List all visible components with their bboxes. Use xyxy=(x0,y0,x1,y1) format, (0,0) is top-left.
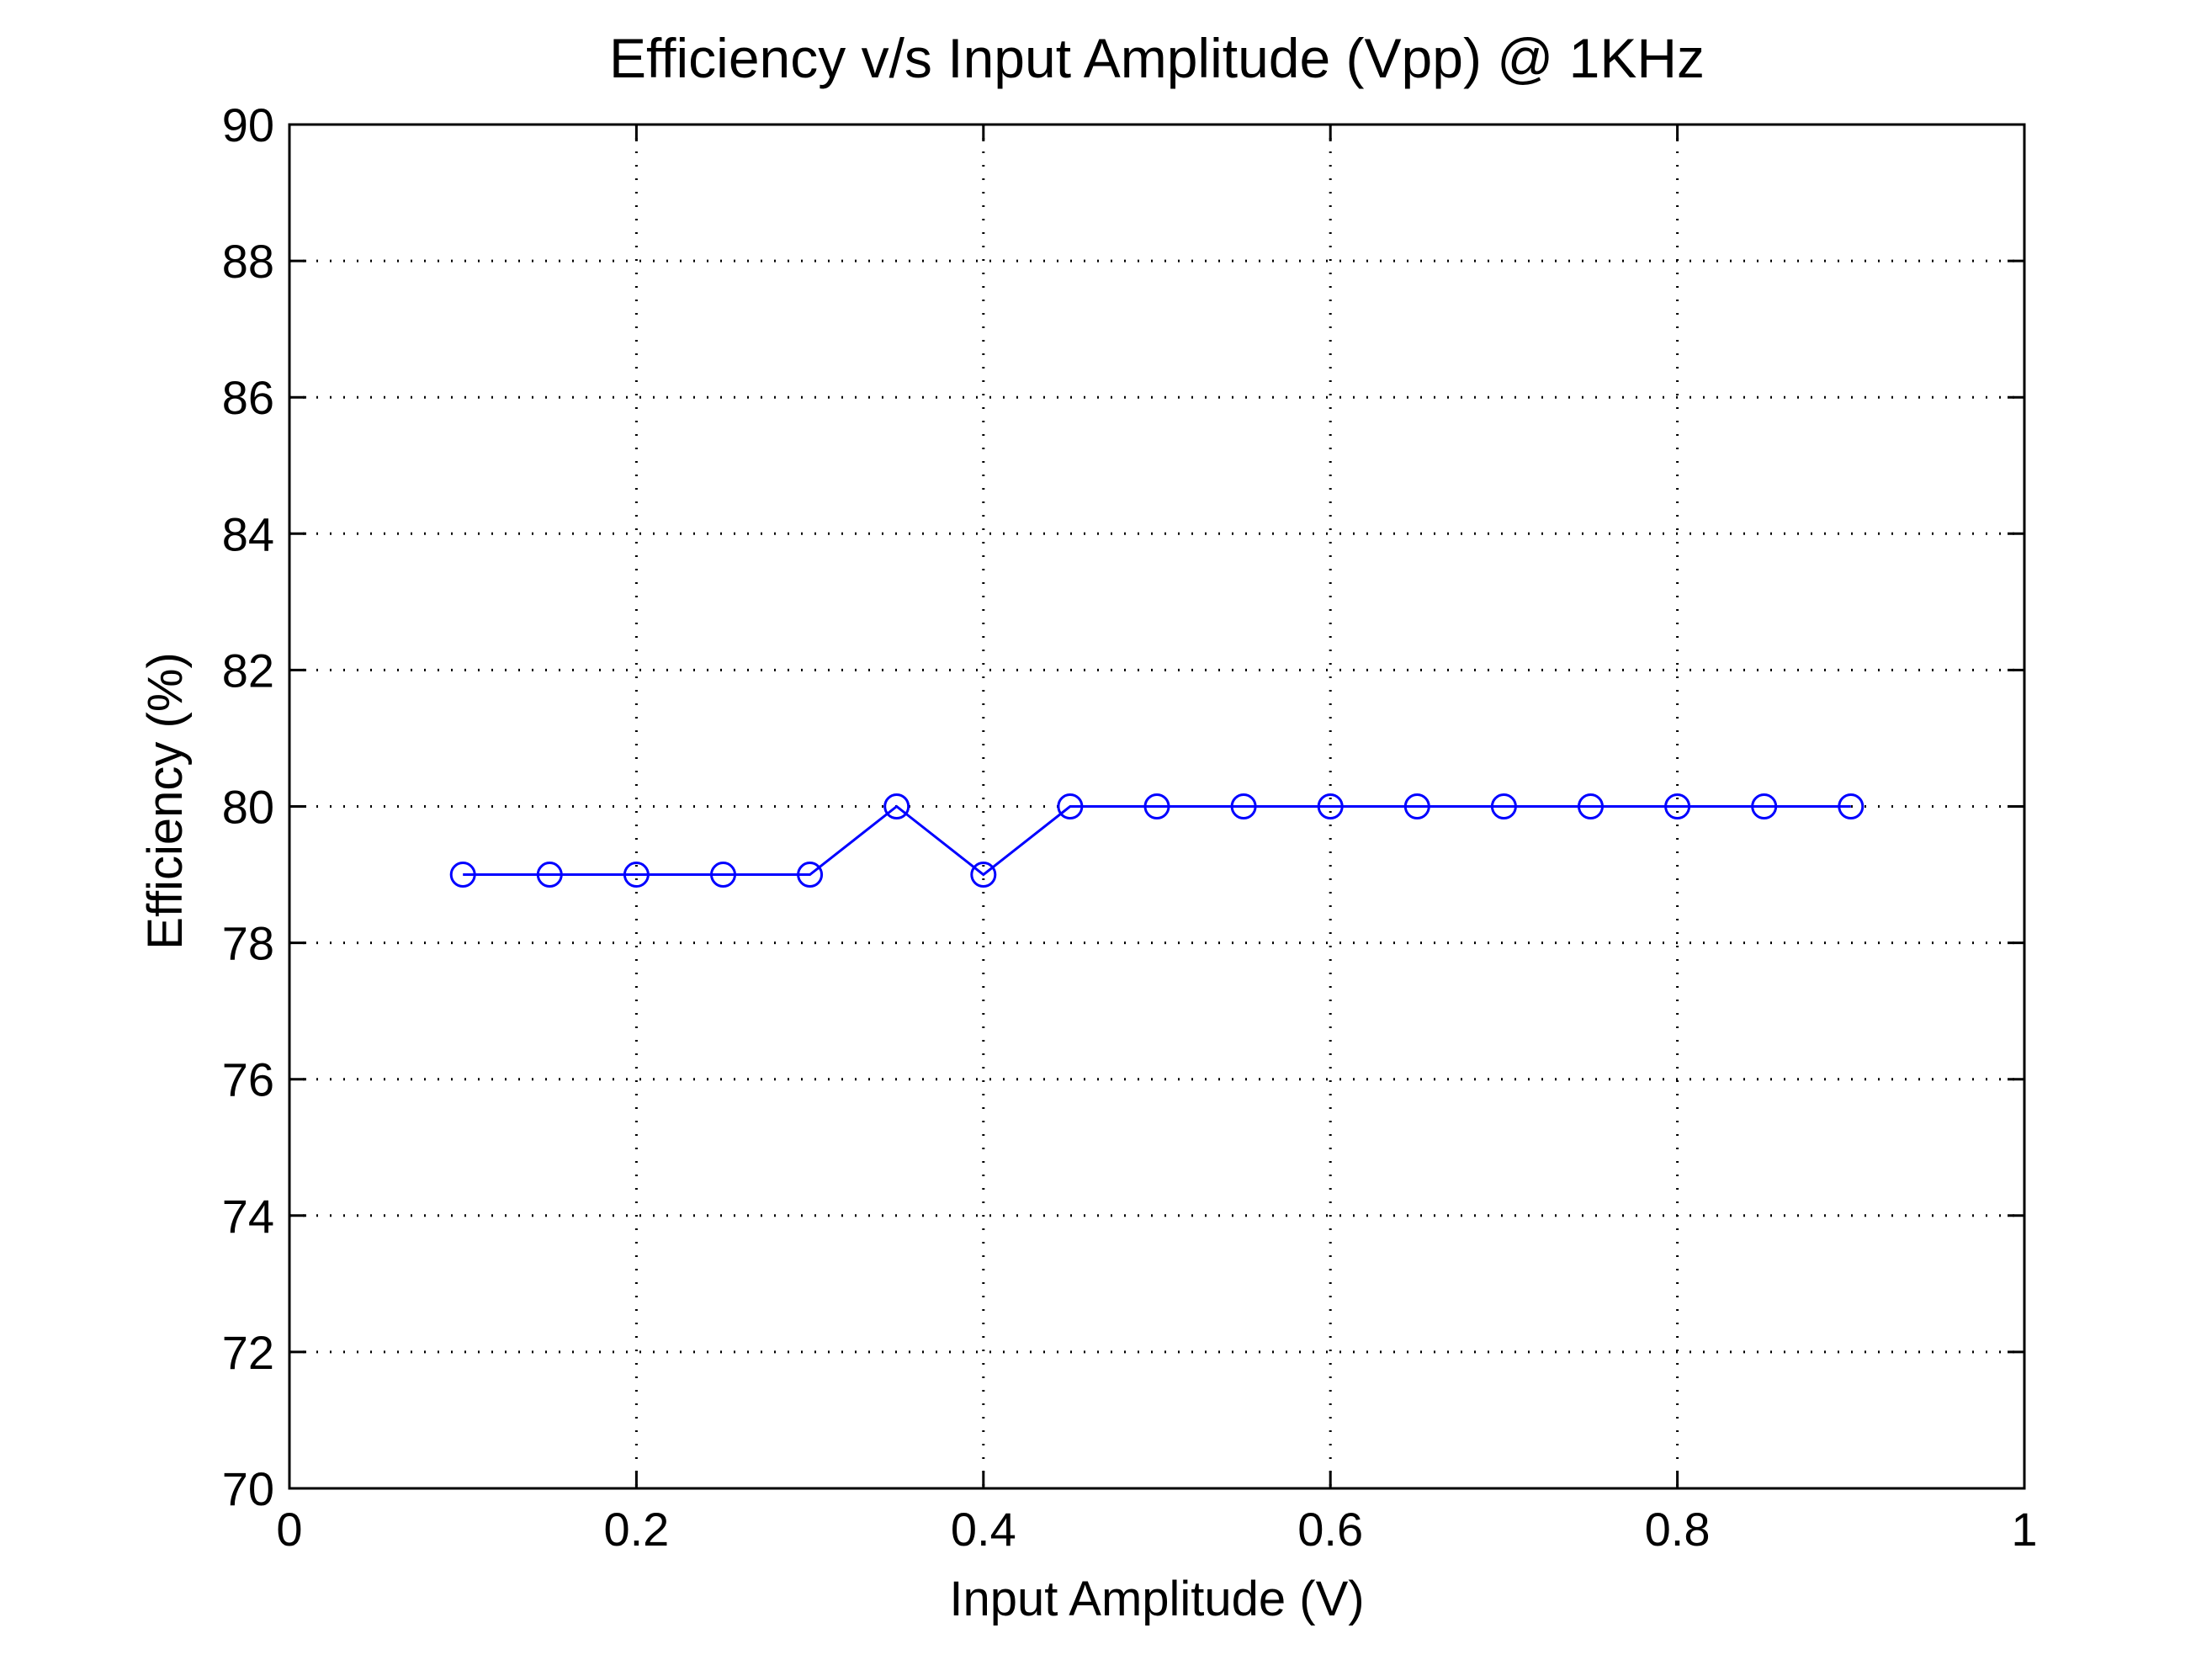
data-point xyxy=(449,862,476,888)
y-tick-label: 82 xyxy=(222,644,274,697)
data-point xyxy=(1057,793,1084,819)
x-axis-label: Input Amplitude (V) xyxy=(949,1572,1364,1626)
data-point xyxy=(710,862,736,888)
y-tick-label: 78 xyxy=(222,917,274,970)
y-tick-label: 86 xyxy=(222,371,274,424)
y-tick-label: 76 xyxy=(222,1053,274,1106)
data-point xyxy=(883,793,910,819)
y-axis-tick-labels: 70 72 74 76 78 80 82 84 86 88 90 xyxy=(222,98,274,1515)
data-point xyxy=(1403,793,1430,819)
data-point xyxy=(1143,793,1170,819)
y-tick-label: 90 xyxy=(222,98,274,151)
plot-area-frame xyxy=(288,123,2026,1490)
x-tick-label: 0.2 xyxy=(603,1503,669,1556)
x-tick-label: 0.6 xyxy=(1297,1503,1363,1556)
x-tick-label: 0.8 xyxy=(1645,1503,1711,1556)
data-point xyxy=(797,862,824,888)
data-point xyxy=(970,862,997,888)
x-tick-label: 0.4 xyxy=(951,1503,1016,1556)
data-point xyxy=(1578,793,1604,819)
y-tick-label: 88 xyxy=(222,235,274,288)
data-point xyxy=(1317,793,1344,819)
chart-title: Efficiency v/s Input Amplitude (Vpp) @ 1… xyxy=(609,27,1705,89)
x-tick-label: 0 xyxy=(276,1503,302,1556)
data-point xyxy=(1838,793,1865,819)
y-tick-label: 84 xyxy=(222,507,274,560)
y-tick-label: 72 xyxy=(222,1326,274,1379)
y-tick-label: 70 xyxy=(222,1462,274,1515)
y-tick-label: 80 xyxy=(222,781,274,834)
y-axis-label: Efficiency (%) xyxy=(138,652,193,949)
data-point xyxy=(1490,793,1517,819)
data-point xyxy=(1664,793,1691,819)
data-point xyxy=(536,862,563,888)
series-line xyxy=(463,804,1851,877)
series-layer xyxy=(449,793,1865,888)
data-point xyxy=(1230,793,1257,819)
data-point xyxy=(1751,793,1778,819)
x-tick-label: 1 xyxy=(2011,1503,2037,1556)
y-tick-label: 74 xyxy=(222,1190,274,1243)
data-point xyxy=(623,862,650,888)
x-axis-tick-labels: 0 0.2 0.4 0.6 0.8 1 xyxy=(276,1503,2037,1556)
